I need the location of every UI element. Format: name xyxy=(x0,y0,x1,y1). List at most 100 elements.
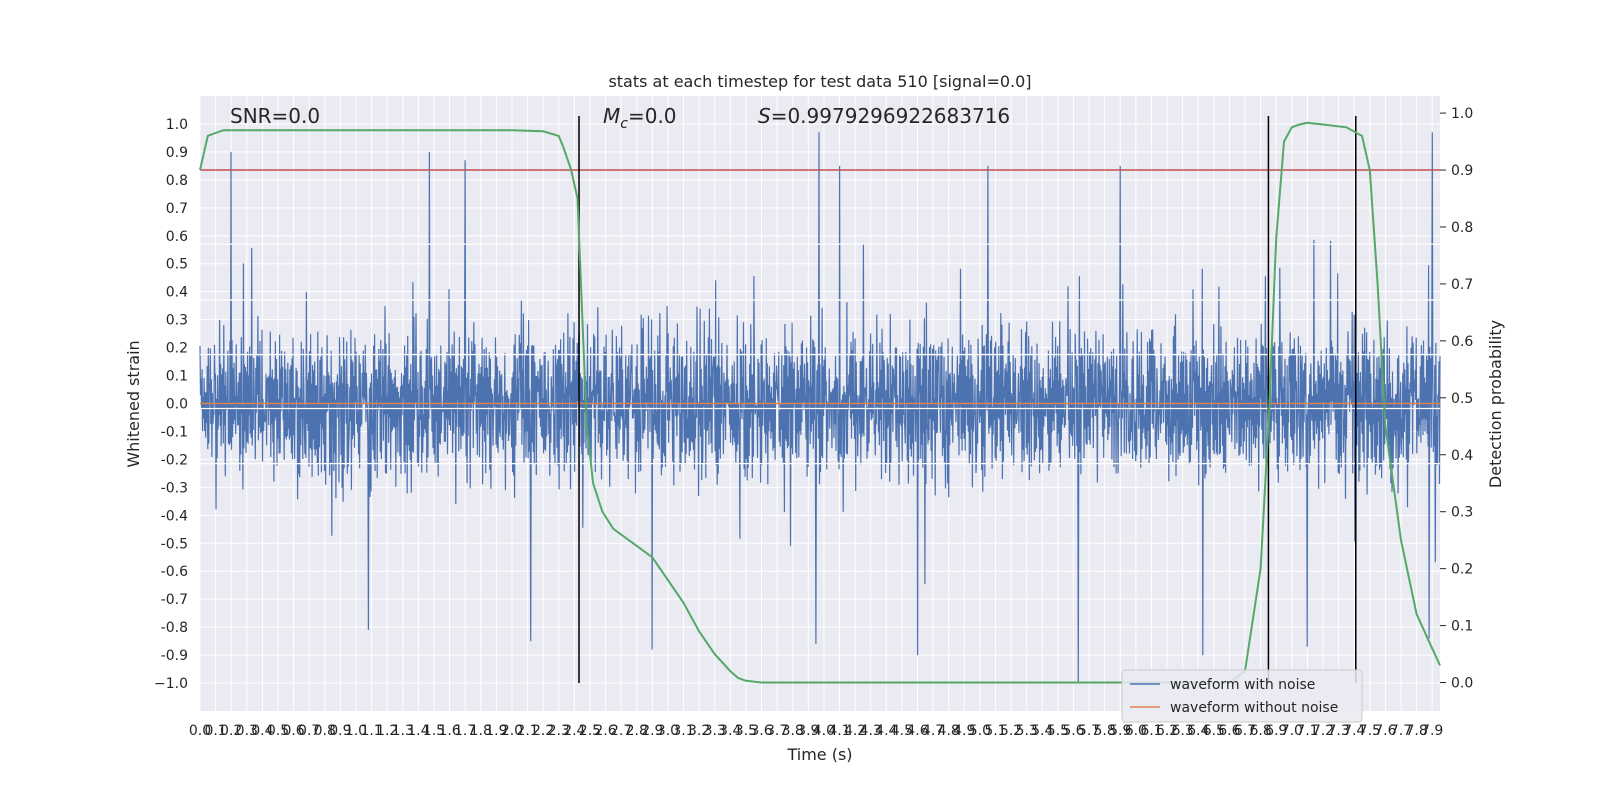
legend: waveform with noise waveform without noi… xyxy=(1121,669,1363,723)
chart-title: stats at each timestep for test data 510… xyxy=(608,72,1031,91)
x-tick-label: 2.5 xyxy=(579,723,601,739)
x-tick-label: 7.9 xyxy=(1421,723,1443,739)
y-tick-label: -0.9 xyxy=(161,648,188,664)
legend-label-noise: waveform with noise xyxy=(1170,677,1315,693)
x-tick-label: 4.7 xyxy=(922,723,944,739)
x-tick-label: 6.2 xyxy=(1156,723,1178,739)
snr-annotation: SNR=0.0 xyxy=(230,104,320,128)
x-tick-label: 4.8 xyxy=(938,723,960,739)
x-tick-label: 0.3 xyxy=(236,723,258,739)
x-tick-label: 6.9 xyxy=(1265,723,1287,739)
y-right-tick-label: 0.3 xyxy=(1451,505,1473,521)
y-tick-label: 0.4 xyxy=(166,285,188,301)
x-tick-label: 7.6 xyxy=(1374,723,1396,739)
x-tick-label: 0.4 xyxy=(251,723,273,739)
x-tick-label: 5.1 xyxy=(984,723,1006,739)
y-tick-label: -0.6 xyxy=(161,564,188,580)
y-tick-label: -0.3 xyxy=(161,480,188,496)
x-tick-label: 5.9 xyxy=(1109,723,1131,739)
y-right-tick-label: 1.0 xyxy=(1451,106,1473,122)
y-tick-label: -0.8 xyxy=(161,620,188,636)
x-tick-label: 4.3 xyxy=(860,723,882,739)
x-tick-label: 3.0 xyxy=(657,723,679,739)
y-tick-label: 0.5 xyxy=(166,257,188,273)
x-tick-label: 1.8 xyxy=(470,723,492,739)
x-tick-label: 0.6 xyxy=(282,723,304,739)
x-tick-label: 4.4 xyxy=(875,723,897,739)
x-tick-label: 1.7 xyxy=(454,723,476,739)
y-right-axis-label: Detection probability xyxy=(1486,320,1505,488)
x-tick-label: 5.6 xyxy=(1062,723,1084,739)
x-tick-label: 0.0 xyxy=(189,723,211,739)
x-tick-label: 5.3 xyxy=(1016,723,1038,739)
waveform-with-noise xyxy=(199,132,1441,684)
y-right-tick-label: 0.7 xyxy=(1451,277,1473,293)
y-tick-labels: 1.0 0.9 0.8 0.7 0.6 0.5 0.4 0.3 0.2 0.1 0.0 -0.1 -0.… xyxy=(154,117,188,692)
y-tick-label: -0.1 xyxy=(161,424,188,440)
vertical-markers xyxy=(578,115,1357,684)
y-tick-label: -0.2 xyxy=(161,452,188,468)
x-tick-label: 6.6 xyxy=(1218,723,1240,739)
x-tick-label: 4.0 xyxy=(813,723,835,739)
mc-symbol: M xyxy=(603,104,620,128)
x-tick-label: 3.1 xyxy=(672,723,694,739)
x-tick-label: 6.8 xyxy=(1249,723,1271,739)
x-tick-label: 4.2 xyxy=(844,723,866,739)
x-tick-label: 3.4 xyxy=(719,723,741,739)
x-tick-label: 7.0 xyxy=(1281,723,1303,739)
x-tick-label: 2.2 xyxy=(532,723,554,739)
y-tick-label: −1.0 xyxy=(154,676,188,692)
x-tick-label: 7.2 xyxy=(1312,723,1334,739)
x-tick-label: 1.0 xyxy=(345,723,367,739)
horizontal-white-lines xyxy=(200,243,1440,465)
y-right-tick-label: 0.0 xyxy=(1451,676,1473,692)
detection-probability xyxy=(199,121,1441,684)
x-tick-label: 6.0 xyxy=(1125,723,1147,739)
y-right-tick-label: 0.5 xyxy=(1451,391,1473,407)
y-tick-label: 0.2 xyxy=(166,341,188,357)
x-tick-label: 0.1 xyxy=(204,723,226,739)
x-tick-label: 7.7 xyxy=(1390,723,1412,739)
s-symbol: S xyxy=(758,104,771,128)
x-tick-label: 4.9 xyxy=(953,723,975,739)
x-tick-label: 5.4 xyxy=(1031,723,1053,739)
y-right-tick-labels: 1.0 0.9 0.8 0.7 0.6 0.5 0.4 0.3 0.2 0.1 0.0 xyxy=(1440,106,1473,692)
y-tick-label: 0.0 xyxy=(166,397,188,413)
x-tick-label: 1.2 xyxy=(376,723,398,739)
y-tick-label: 0.1 xyxy=(166,369,188,385)
legend-label-clean: waveform without noise xyxy=(1170,700,1338,716)
y-right-tick-label: 0.6 xyxy=(1451,334,1473,350)
legend-box xyxy=(1121,669,1363,723)
x-tick-label: 1.3 xyxy=(392,723,414,739)
x-tick-label: 0.7 xyxy=(298,723,320,739)
x-tick-label: 1.6 xyxy=(438,723,460,739)
x-tick-label: 2.3 xyxy=(548,723,570,739)
x-tick-label: 2.1 xyxy=(516,723,538,739)
x-tick-label: 6.1 xyxy=(1140,723,1162,739)
x-tick-label: 3.2 xyxy=(688,723,710,739)
x-tick-label: 7.4 xyxy=(1343,723,1365,739)
x-tick-label: 5.5 xyxy=(1047,723,1069,739)
x-tick-label: 6.7 xyxy=(1234,723,1256,739)
x-tick-label: 6.3 xyxy=(1172,723,1194,739)
x-axis-label: Time (s) xyxy=(786,745,852,764)
s-value: =0.9979296922683716 xyxy=(771,104,1010,128)
x-tick-label: 2.8 xyxy=(626,723,648,739)
y-tick-label: 1.0 xyxy=(166,117,188,133)
y-right-tick-label: 0.1 xyxy=(1451,619,1473,635)
x-tick-label: 7.1 xyxy=(1296,723,1318,739)
mc-annotation: Mc=0.0 xyxy=(603,104,677,132)
x-tick-label: 7.3 xyxy=(1327,723,1349,739)
x-tick-label: 7.5 xyxy=(1359,723,1381,739)
x-tick-label: 4.6 xyxy=(906,723,928,739)
x-tick-label: 1.4 xyxy=(407,723,429,739)
x-tick-label: 4.5 xyxy=(891,723,913,739)
x-tick-label: 1.1 xyxy=(360,723,382,739)
x-tick-label: 1.9 xyxy=(485,723,507,739)
x-tick-label: 5.0 xyxy=(969,723,991,739)
x-tick-label: 5.2 xyxy=(1000,723,1022,739)
x-tick-label: 2.9 xyxy=(641,723,663,739)
x-tick-label: 2.0 xyxy=(501,723,523,739)
x-tick-label: 2.4 xyxy=(563,723,585,739)
